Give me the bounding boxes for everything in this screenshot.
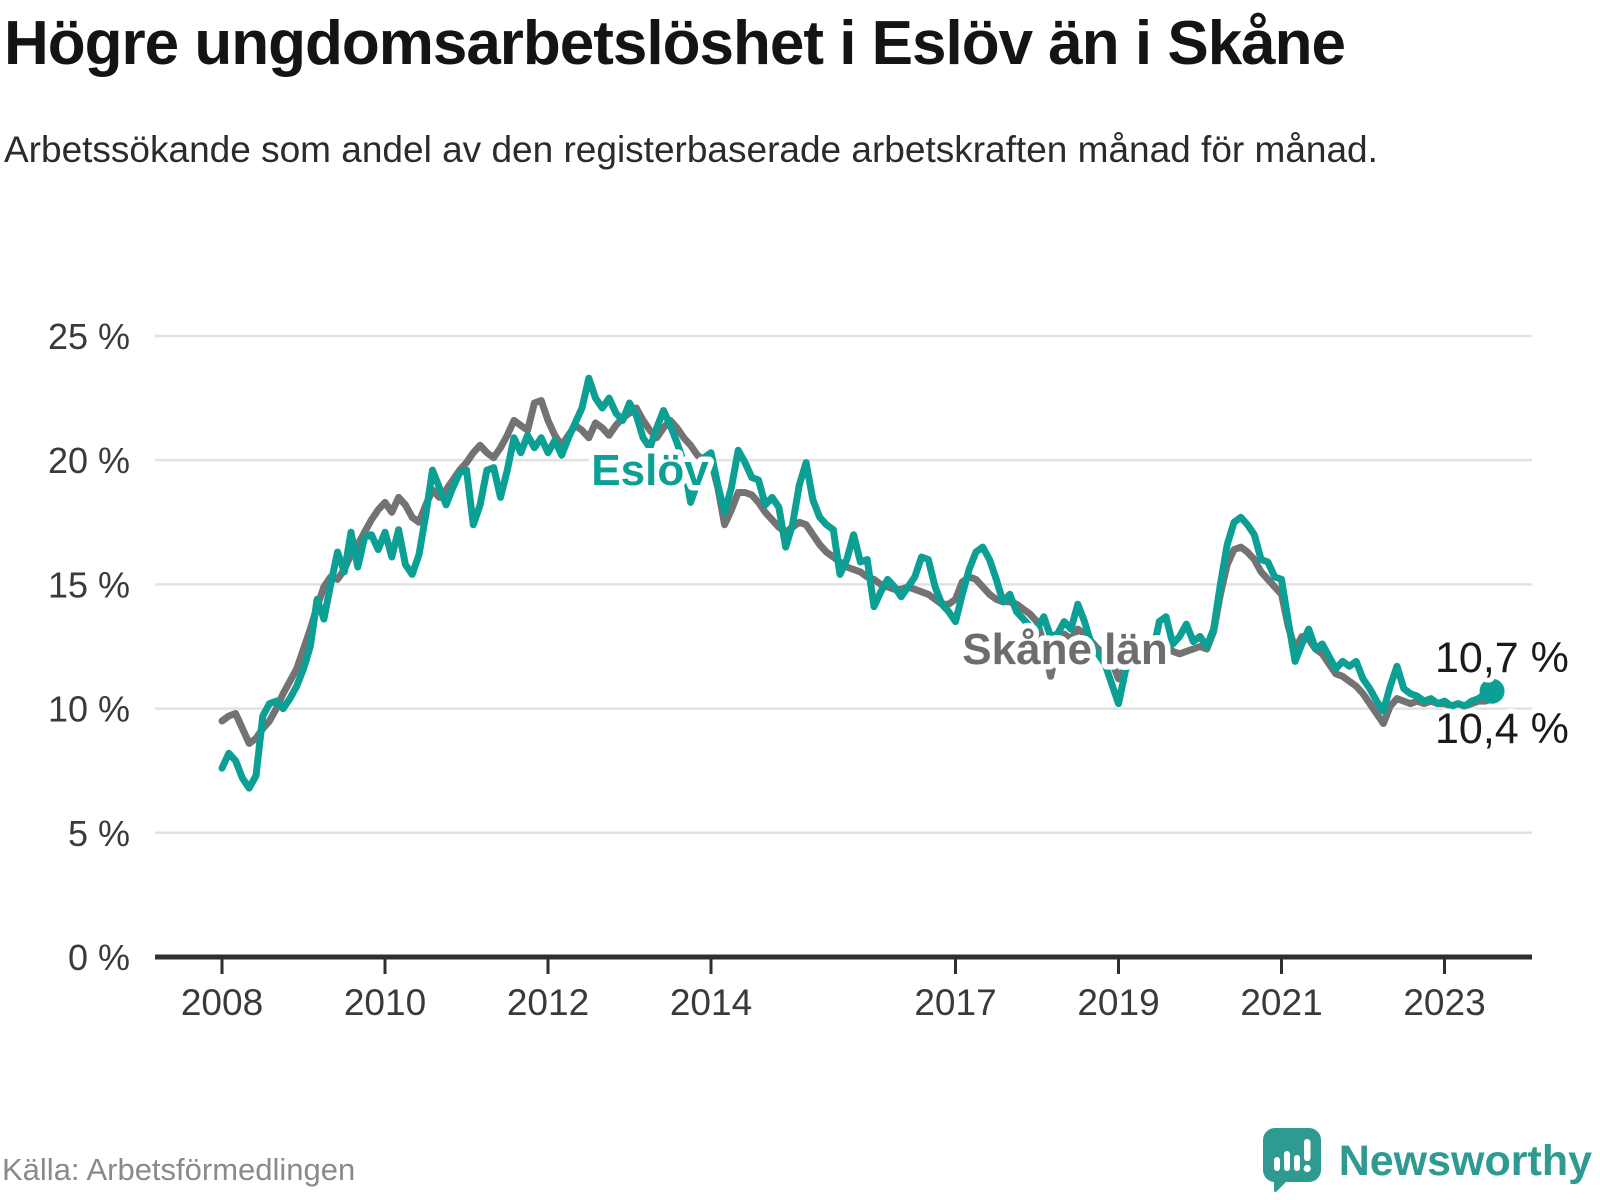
y-tick-label: 20 %	[48, 440, 130, 481]
end-value-label: 10,4 %	[1435, 705, 1569, 753]
page-subtitle: Arbetssökande som andel av den registerb…	[4, 129, 1378, 170]
end-dot	[1479, 678, 1505, 704]
footer: Källa: Arbetsförmedlingen Newsworthy	[0, 1120, 1600, 1200]
end-value-label: 10,7 %	[1435, 634, 1569, 682]
y-tick-label: 15 %	[48, 564, 130, 605]
newsworthy-logo-icon	[1262, 1128, 1321, 1193]
x-tick-label: 2012	[507, 982, 589, 1023]
x-tick-label: 2021	[1240, 982, 1322, 1023]
y-tick-label: 0 %	[68, 937, 130, 978]
x-tick-label: 2023	[1403, 982, 1485, 1023]
page-title: Högre ungdomsarbetslöshet i Eslöv än i S…	[4, 9, 1346, 78]
x-tick-label: 2014	[670, 982, 752, 1023]
series-line-eslov	[218, 374, 1496, 792]
chart-figure: 0 % 5 % 10 % 15 % 20 % 25 % 2008 2010 2012 2014 20…	[0, 270, 1600, 1060]
y-tick-label: 5 %	[68, 813, 130, 854]
newsworthy-wordmark: Newsworthy	[1338, 1136, 1592, 1185]
x-tick-label: 2010	[344, 982, 426, 1023]
x-tick-label: 2008	[181, 982, 263, 1023]
x-tick-label: 2017	[914, 982, 996, 1023]
chart-svg: 0 % 5 % 10 % 15 % 20 % 25 % 2008 2010 2012 2014 20…	[48, 316, 1574, 1023]
source-text: Källa: Arbetsförmedlingen	[2, 1152, 356, 1187]
series-label-eslov: Eslöv	[591, 446, 709, 495]
y-tick-label: 25 %	[48, 316, 130, 357]
newsworthy-brand: Newsworthy	[1262, 1128, 1592, 1194]
x-tick-label: 2019	[1077, 982, 1159, 1023]
series-label-skane: Skåne län	[962, 625, 1167, 674]
y-tick-label: 10 %	[48, 689, 130, 730]
